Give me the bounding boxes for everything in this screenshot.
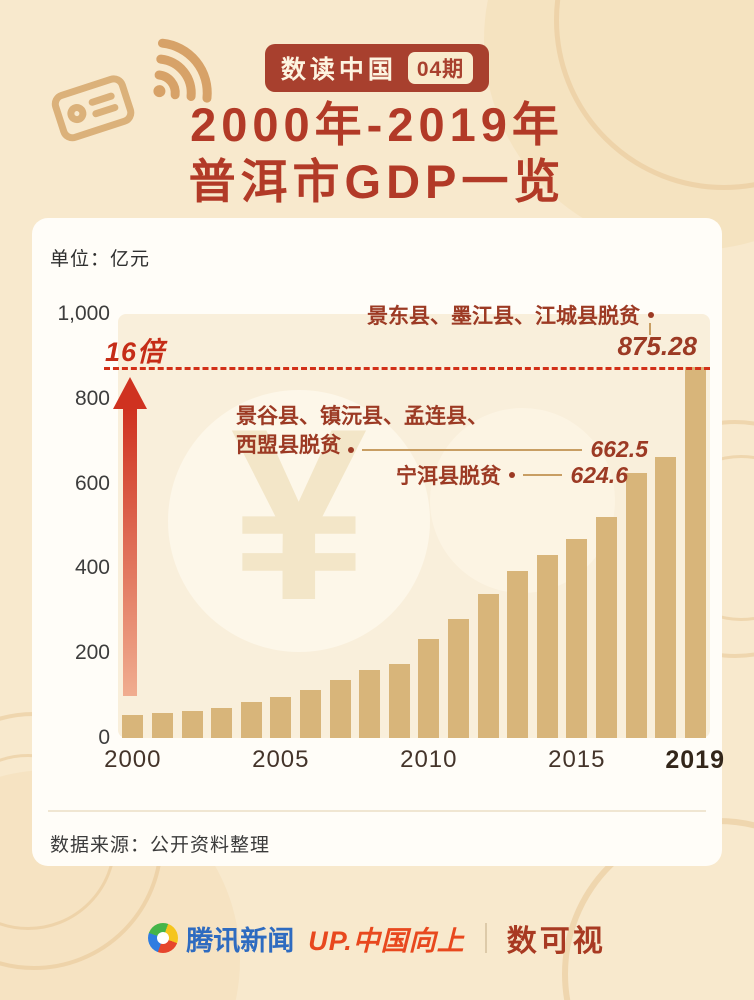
value-2018: 662.5 — [590, 436, 648, 462]
bar-2018 — [655, 457, 677, 738]
growth-arrow-shaft — [123, 408, 137, 696]
annotation-2019-text: 景东县、墨江县、江城县脱贫 — [367, 305, 640, 328]
page-title: 2000年-2019年 普洱市GDP一览 — [0, 96, 754, 210]
chart-card: 单位：亿元 0 200 400 600 800 1,000 ¥ 16倍 景东县、墨江县、江… — [32, 218, 724, 866]
brand-tencent-news: 腾讯新闻 — [186, 925, 295, 956]
annotation-2018: 景谷县、镇沅县、孟连县、西盟县脱贫 662.5 — [236, 402, 656, 462]
brand-footer: 腾讯新闻 UP.中国向上 数可视 — [0, 916, 754, 960]
card-divider — [48, 810, 706, 812]
bar-2015 — [566, 538, 588, 738]
callout-dot — [509, 472, 515, 478]
unit-label: 单位：亿元 — [50, 249, 151, 270]
value-2017: 624.6 — [570, 461, 628, 488]
bar-2019 — [684, 366, 706, 738]
bar-2002 — [181, 711, 203, 738]
y-tick-label: 1,000 — [57, 302, 110, 325]
bar-2009 — [388, 663, 410, 738]
plot-area: ¥ 16倍 景东县、墨江县、江城县脱贫 875.28 景谷县、镇沅县、孟连县、西… — [104, 305, 710, 738]
y-tick-label: 600 — [74, 471, 110, 495]
y-axis: 0 200 400 600 800 1,000 — [32, 302, 110, 749]
callout-line — [649, 323, 651, 335]
data-source-label: 数据来源：公开资料整理 — [50, 835, 271, 856]
bar-2014 — [536, 555, 558, 738]
x-tick-label: 2015 — [548, 746, 606, 773]
bar-2004 — [240, 702, 262, 738]
wifi-icon — [153, 38, 212, 103]
bar-2003 — [211, 708, 233, 738]
bar-2005 — [270, 697, 292, 738]
bar-2001 — [151, 713, 173, 738]
y-tick-label: 200 — [74, 641, 110, 665]
bar-2016 — [595, 516, 617, 738]
annotation-2018-text: 景谷县、镇沅县、孟连县、西盟县脱贫 — [236, 405, 488, 457]
bar-2000 — [122, 714, 144, 738]
multiplier-label: 16倍 — [105, 337, 166, 367]
x-tick-label: 2010 — [400, 746, 458, 773]
bar-2011 — [447, 619, 469, 738]
callout-line — [523, 474, 563, 476]
bar-2017 — [625, 473, 647, 738]
title-line-1: 2000年-2019年 — [190, 98, 564, 151]
tencent-news-icon — [148, 923, 179, 953]
annotation-2017-text: 宁洱县脱贫 — [396, 465, 501, 488]
callout-dot — [648, 312, 654, 318]
growth-arrow-head — [113, 377, 147, 409]
x-tick-label: 2000 — [104, 746, 162, 773]
brand-shukeshi: 数可视 — [506, 925, 606, 958]
callout-line — [362, 448, 583, 451]
value-2019: 875.28 — [617, 331, 697, 361]
callout-dot — [348, 446, 354, 453]
y-tick-label: 0 — [98, 726, 110, 749]
bar-2008 — [359, 670, 381, 738]
radio-icon — [51, 75, 135, 142]
series-badge: 数读中国 04期 — [0, 44, 754, 92]
x-tick-label: 2019 — [665, 746, 725, 774]
bar-2010 — [418, 638, 440, 738]
title-line-2: 普洱市GDP一览 — [188, 155, 566, 208]
annotation-2019: 景东县、墨江县、江城县脱贫 — [367, 300, 654, 330]
annotation-2017: 宁洱县脱贫 624.6 — [396, 460, 628, 490]
series-badge-label: 数读中国 — [280, 56, 397, 84]
bar-2006 — [299, 689, 321, 738]
y-tick-label: 800 — [74, 386, 110, 410]
issue-badge: 04期 — [407, 52, 474, 84]
x-axis: 2000 2005 2010 2015 2019 — [104, 746, 724, 778]
brand-divider — [484, 923, 487, 953]
bar-2012 — [477, 593, 499, 738]
bar-series — [118, 314, 710, 738]
y-tick-label: 400 — [74, 556, 110, 580]
bar-2007 — [329, 679, 351, 738]
yuan-icon: ¥ — [230, 376, 368, 651]
reference-dashed-line — [104, 366, 710, 370]
x-tick-label: 2005 — [252, 746, 310, 773]
bar-2013 — [507, 571, 529, 738]
brand-up-china: UP.中国向上 — [308, 925, 465, 956]
yuan-watermark-circle: ¥ — [168, 390, 430, 652]
